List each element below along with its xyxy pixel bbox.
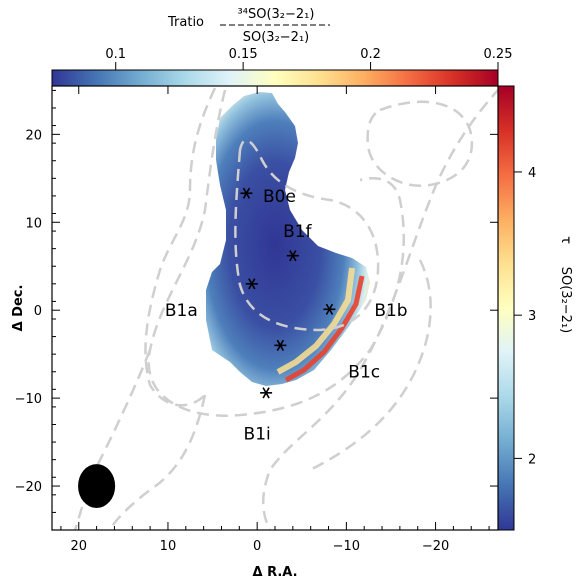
y-tick-label: −20 [15, 480, 42, 495]
right-colorbar-symbol: τ [558, 236, 573, 244]
contour-8 [309, 259, 432, 472]
source-star [325, 303, 334, 315]
y-tick-label: −10 [15, 392, 42, 407]
y-tick-label: 10 [25, 216, 42, 231]
x-tick-label: 0 [253, 539, 261, 554]
source-label-b1i: B1i [244, 424, 271, 444]
contour-6 [73, 349, 152, 530]
source-star [248, 278, 256, 290]
source-label-b0e: B0e [263, 187, 296, 207]
x-axis-title: Δ R.A. [252, 565, 297, 580]
source-star [276, 339, 285, 351]
y-tick-label: 20 [25, 128, 42, 143]
contour-7 [108, 394, 207, 530]
source-star [242, 187, 251, 199]
top-colorbar-gradient [51, 69, 499, 87]
top-colorbar-ticks: 0.1 0.15 0.2 0.25 [105, 47, 512, 70]
ratio-numerator: ³⁴SO(3₂−2₁) [238, 7, 315, 22]
contour-5 [262, 88, 498, 530]
right-colorbar-tick-label: 4 [528, 166, 536, 181]
source-label-b1b: B1b [374, 301, 407, 321]
contour-3 [144, 87, 217, 407]
x-tick-label: −10 [333, 539, 360, 554]
ratio-denominator: SO(3₂−2₁) [243, 30, 310, 45]
right-colorbar-gradient [497, 85, 515, 531]
x-tick-label: −20 [422, 539, 449, 554]
right-colorbar-ticks: 2 3 4 [514, 166, 536, 467]
ratio-map [206, 92, 370, 386]
y-axis-title: Δ Dec. [11, 285, 26, 332]
source-markers: B0e B1f B1a B1b B1c B1i [165, 187, 408, 444]
contour-4 [366, 100, 474, 188]
top-colorbar-label: Tratio [167, 15, 204, 30]
top-colorbar-tick-label: 0.25 [484, 47, 513, 62]
right-colorbar-label: SO(3₂−2₁) [558, 267, 573, 334]
source-label-b1c: B1c [348, 363, 380, 383]
top-colorbar-tick-label: 0.1 [105, 47, 126, 62]
top-colorbar: 0.1 0.15 0.2 0.25 Tratio ³⁴SO(3₂−2₁) SO(3₂−… [51, 7, 512, 87]
source-marker-b1b [323, 303, 336, 315]
source-marker-b1f [286, 250, 299, 262]
source-label-b1f: B1f [283, 222, 312, 242]
axis-ticks: 20 10 0 −10 −20 20 10 0 −10 −20 [15, 86, 498, 554]
right-colorbar-tick-label: 2 [528, 452, 536, 467]
source-marker-b0e [240, 187, 253, 199]
ratio-map-edge [284, 275, 365, 383]
top-colorbar-tick-label: 0.15 [229, 47, 258, 62]
right-colorbar-tick-label: 3 [528, 309, 536, 324]
x-tick-label: 20 [70, 539, 87, 554]
top-colorbar-tick-label: 0.2 [360, 47, 381, 62]
source-marker-b1a [245, 278, 258, 290]
right-colorbar: 2 3 4 τ SO(3₂−2₁) [497, 85, 573, 531]
plot-area: B0e B1f B1a B1b B1c B1i [52, 86, 498, 530]
source-star [262, 387, 270, 399]
source-star [289, 250, 297, 262]
source-marker-b1i [260, 387, 273, 399]
x-tick-label: 10 [160, 539, 177, 554]
beam-ellipse [78, 464, 116, 508]
contour-2 [147, 89, 405, 417]
ratio-map-edge-glow [276, 267, 355, 375]
source-label-b1a: B1a [165, 301, 198, 321]
source-marker-b1c [274, 339, 287, 351]
y-tick-label: 0 [34, 304, 42, 319]
